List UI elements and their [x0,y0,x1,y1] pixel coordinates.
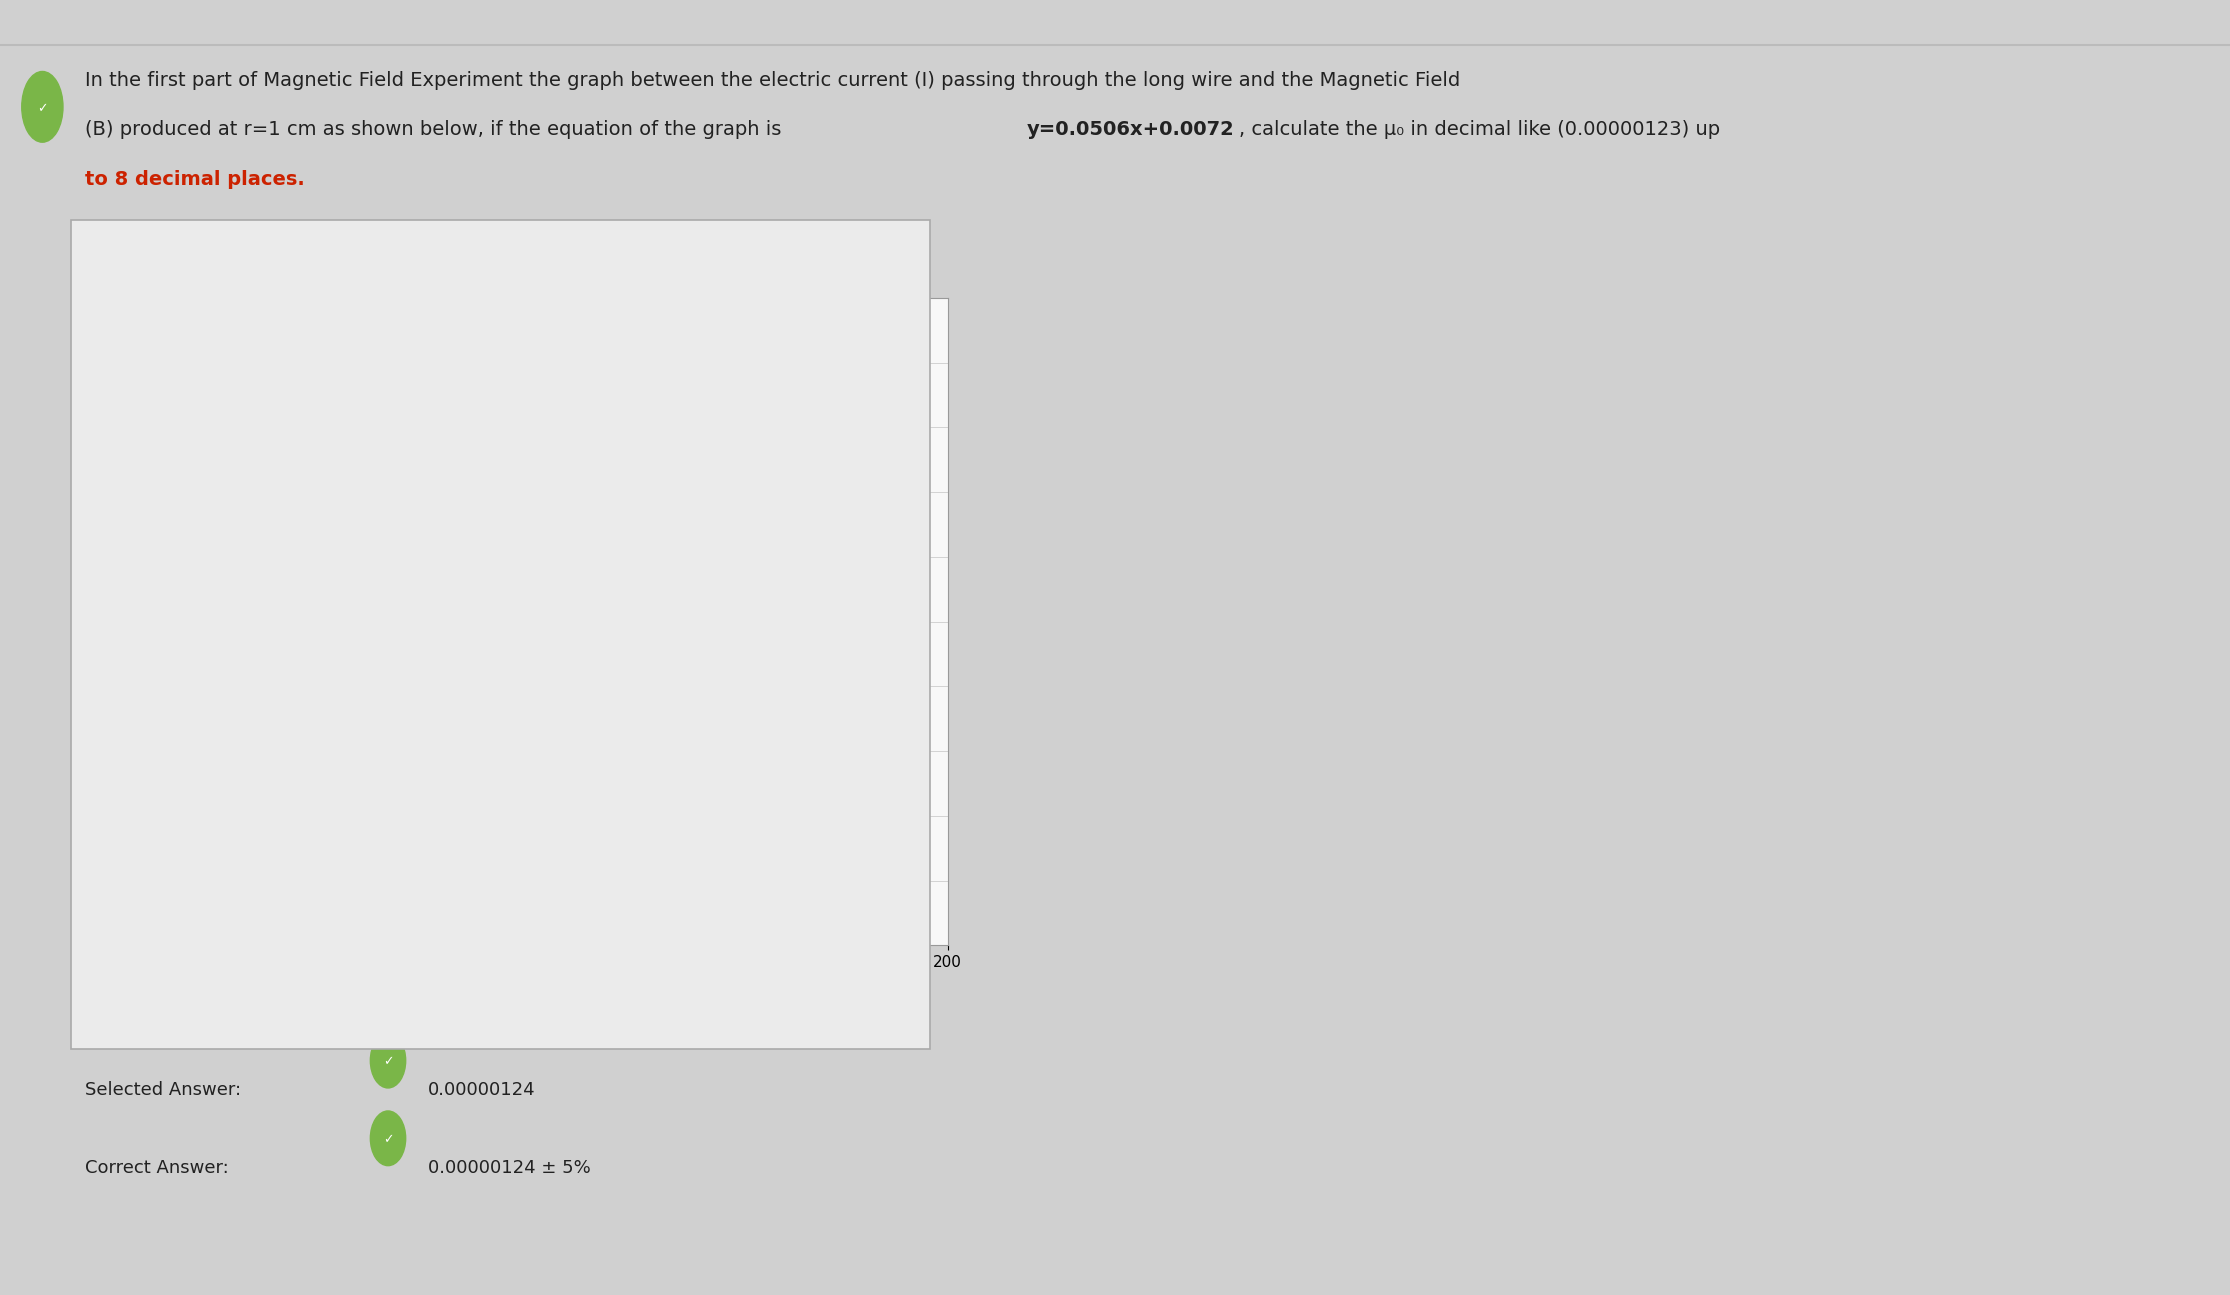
Point [379,773,415,794]
Point [341,805,377,826]
Point [745,430,783,451]
Point [433,721,468,742]
Y-axis label: I (A): I (A) [158,603,178,640]
Text: y=0.0506x+0.0072: y=0.0506x+0.0072 [1026,120,1235,140]
Circle shape [370,1111,406,1166]
Point [562,611,598,632]
Point [598,579,636,600]
Text: Correct Answer:: Correct Answer: [85,1159,227,1177]
Text: to 8 decimal places.: to 8 decimal places. [85,170,306,189]
Circle shape [22,71,62,142]
Point [580,598,615,619]
Point [783,352,818,373]
Circle shape [370,1033,406,1088]
Text: (B) produced at r=1 cm as shown below, if the equation of the graph is: (B) produced at r=1 cm as shown below, i… [85,120,787,140]
X-axis label: B(μT): B(μT) [551,976,609,996]
Text: 0.00000124: 0.00000124 [428,1081,535,1099]
Point [526,631,562,651]
Point [488,708,524,729]
Text: ✓: ✓ [384,1055,392,1068]
Point [415,754,450,774]
Text: , calculate the μ₀ in decimal like (0.00000123) up: , calculate the μ₀ in decimal like (0.00… [1240,120,1719,140]
Text: 0.00000124 ± 5%: 0.00000124 ± 5% [428,1159,591,1177]
Title: Magnetic Field -Part 1(Long wire r=1cm): Magnetic Field -Part 1(Long wire r=1cm) [413,273,747,291]
Text: Selected Answer:: Selected Answer: [85,1081,241,1099]
Text: In the first part of Magnetic Field Experiment the graph between the electric cu: In the first part of Magnetic Field Expe… [85,71,1461,91]
Text: ✓: ✓ [38,102,47,115]
Text: ✓: ✓ [384,1133,392,1146]
